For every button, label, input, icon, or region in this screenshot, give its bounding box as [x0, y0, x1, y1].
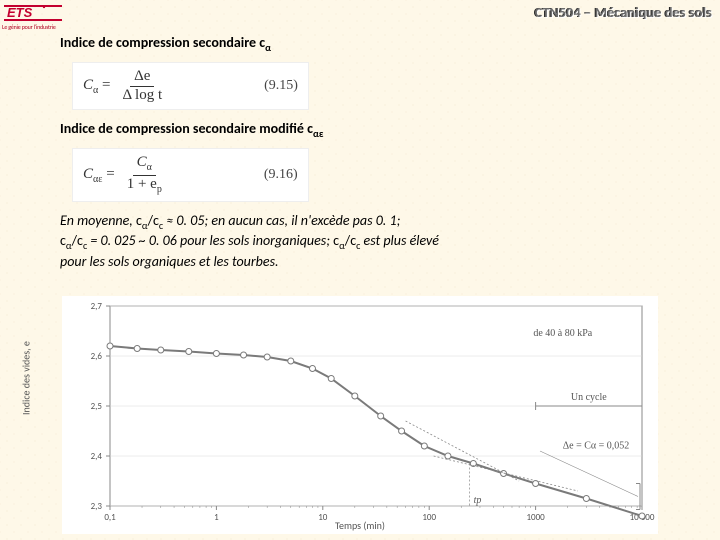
slide-content: Indice de compression secondaire cα Cα =…	[60, 34, 700, 272]
svg-text:tp: tp	[474, 495, 482, 506]
chart-svg: 2,32,42,52,62,70,1110100100010 000de 40 …	[62, 296, 658, 534]
svg-text:100: 100	[422, 512, 436, 523]
equation-number-9-15: (9.15)	[264, 78, 298, 94]
equation-number-9-16: (9.16)	[264, 167, 298, 183]
svg-text:de 40 à 80 kPa: de 40 à 80 kPa	[533, 328, 592, 339]
heading-calpha-eps: Indice de compression secondaire modifié…	[60, 120, 700, 140]
svg-text:1000: 1000	[526, 512, 545, 523]
equation-9-15: Cα = Δe Δ log t (9.15)	[72, 62, 309, 111]
ets-logo: ETS	[4, 2, 62, 24]
svg-text:Δe = Cα = 0,052: Δe = Cα = 0,052	[563, 441, 630, 452]
svg-text:Un cycle: Un cycle	[571, 392, 607, 403]
svg-text:2,5: 2,5	[91, 401, 103, 412]
consolidation-chart: 2,32,42,52,62,70,1110100100010 000de 40 …	[62, 296, 658, 534]
heading-calpha: Indice de compression secondaire cα	[60, 34, 700, 54]
svg-text:2,6: 2,6	[91, 351, 103, 362]
course-code-header: CTN504 – Mécanique des sols	[535, 4, 712, 21]
heading-calpha-eps-sub: αε	[313, 127, 323, 140]
logo-tagline: Le génie pour l'industrie	[2, 23, 56, 31]
svg-text:ETS: ETS	[7, 5, 33, 20]
svg-text:2,4: 2,4	[91, 451, 103, 462]
svg-text:0,1: 0,1	[104, 512, 116, 523]
equation-9-16: Cαε = Cα 1 + ep (9.16)	[72, 148, 309, 202]
heading-calpha-sub: α	[265, 41, 271, 54]
x-axis-label: Temps (min)	[335, 519, 385, 532]
body-paragraph: En moyenne, cα/cc ≈ 0. 05; en aucun cas,…	[60, 212, 700, 271]
svg-text:2,3: 2,3	[91, 501, 103, 512]
svg-text:10: 10	[318, 512, 328, 523]
heading-calpha-text: Indice de compression secondaire c	[60, 34, 265, 51]
y-axis-label: Indice des vides, e	[20, 341, 33, 415]
heading-calpha-eps-text: Indice de compression secondaire modifié…	[60, 120, 313, 137]
svg-text:2,7: 2,7	[91, 301, 103, 312]
svg-text:1: 1	[214, 512, 219, 523]
